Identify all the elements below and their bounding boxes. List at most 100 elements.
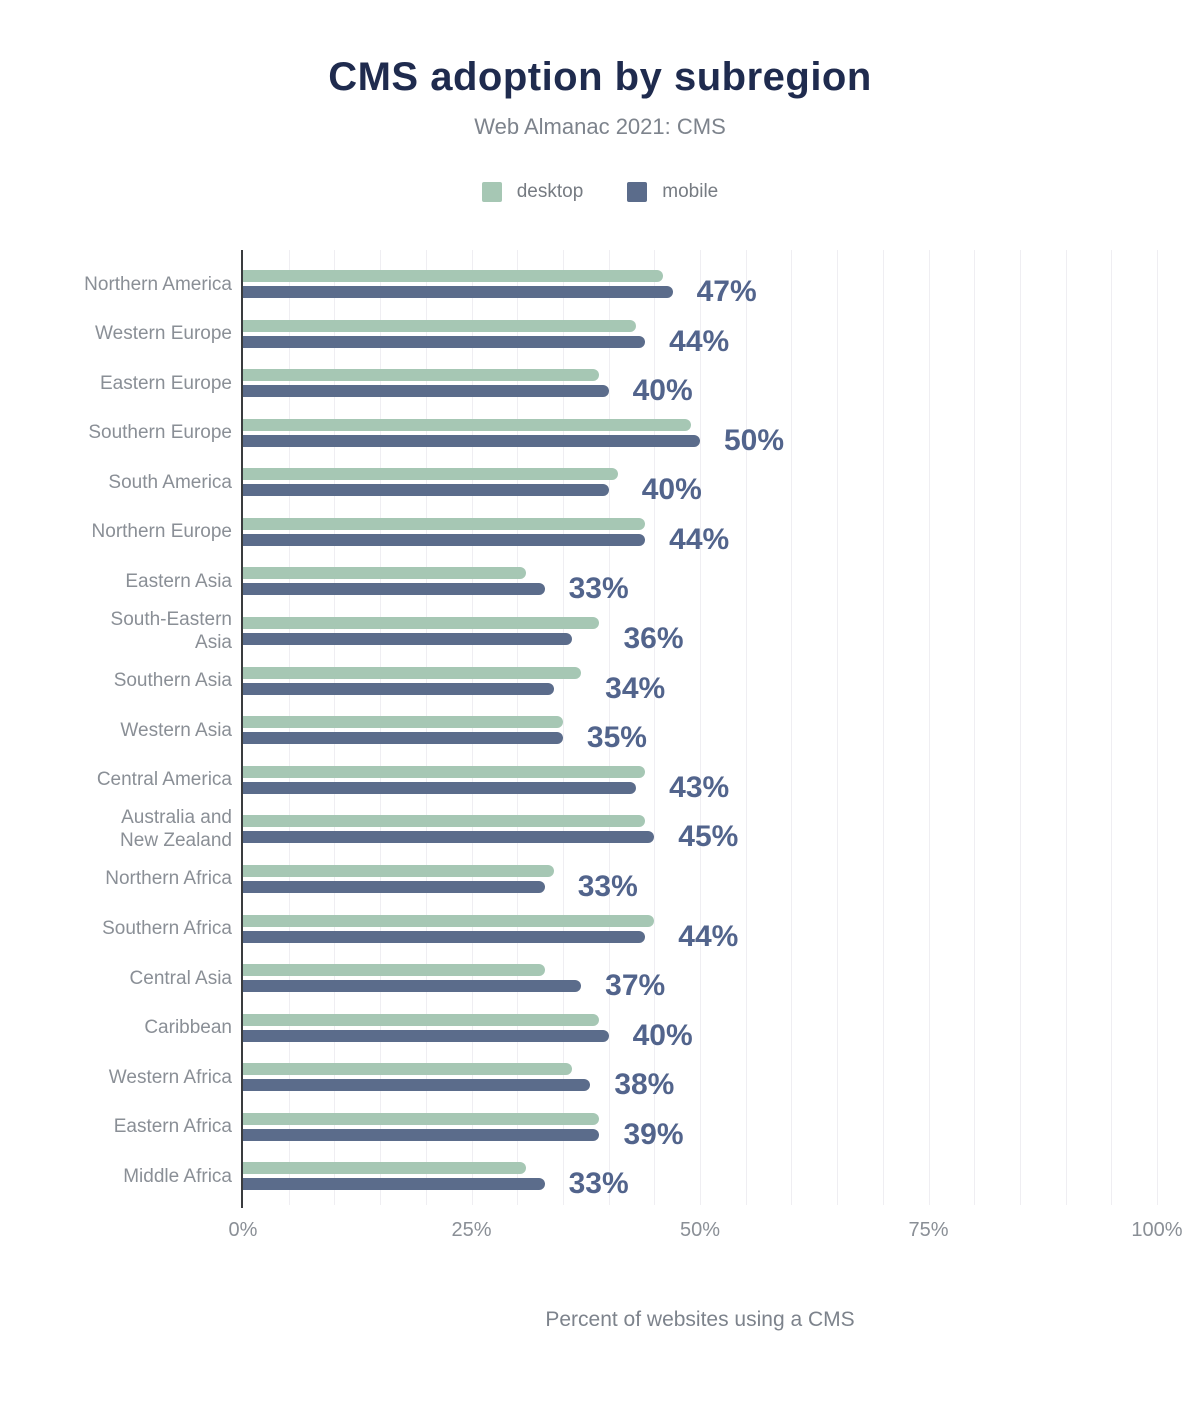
data-label: 44% <box>669 324 730 358</box>
category-label: Southern Asia <box>40 669 232 692</box>
bar-mobile <box>243 484 609 497</box>
category-label: Northern Africa <box>40 867 232 890</box>
legend-label-desktop: desktop <box>516 181 584 202</box>
category-label: Middle Africa <box>40 1165 232 1188</box>
y-axis-line <box>241 250 243 1208</box>
bar-desktop <box>243 964 545 977</box>
desktop-swatch <box>481 182 502 202</box>
category-label-line: Southern Asia <box>113 670 232 692</box>
legend-label-mobile: mobile <box>662 181 719 202</box>
data-label: 34% <box>605 671 666 705</box>
chart-title: CMS adoption by subregion <box>328 55 872 99</box>
data-label: 35% <box>586 721 647 755</box>
bar-desktop <box>243 864 554 877</box>
data-label: 44% <box>669 522 730 556</box>
data-label: 40% <box>632 1018 693 1052</box>
bar-mobile <box>243 385 609 398</box>
bar-desktop <box>243 270 664 282</box>
x-tick-label: 25% <box>451 1219 492 1241</box>
category-label: Eastern Asia <box>40 570 232 593</box>
gridline <box>608 250 610 1205</box>
bar-mobile <box>243 1178 545 1191</box>
bar-desktop <box>243 1112 600 1125</box>
x-tick-label: 75% <box>908 1219 949 1241</box>
bar-mobile <box>243 781 637 794</box>
bar-desktop <box>243 517 646 530</box>
gridline <box>1157 250 1158 1205</box>
category-label: Western Asia <box>40 719 232 742</box>
bar-mobile <box>243 682 554 695</box>
bar-mobile <box>243 1128 600 1141</box>
bar-desktop <box>243 468 618 481</box>
data-label: 40% <box>641 473 702 507</box>
bar-desktop <box>243 1013 600 1026</box>
category-label-line: Eastern Africa <box>113 1116 232 1138</box>
category-label-line: Southern Africa <box>102 918 232 940</box>
category-label-line: Asia <box>195 632 232 654</box>
category-label: Northern Europe <box>40 520 232 543</box>
category-label-line: Southern Europe <box>88 422 232 444</box>
gridline <box>745 250 747 1205</box>
bar-mobile <box>243 831 655 844</box>
x-axis-title: Percent of websites using a CMS <box>545 1308 855 1331</box>
gridline <box>791 250 793 1205</box>
gridline <box>974 250 976 1205</box>
data-label: 43% <box>669 770 730 804</box>
bar-desktop <box>243 1162 527 1175</box>
category-label-line: Western Africa <box>108 1066 232 1088</box>
category-label: Northern America <box>40 273 232 296</box>
category-label: Eastern Africa <box>40 1115 232 1138</box>
category-label-line: Eastern Asia <box>125 570 232 592</box>
chart-subtitle: Web Almanac 2021: CMS <box>474 114 726 139</box>
gridline <box>562 250 564 1205</box>
data-label: 33% <box>577 869 638 903</box>
category-label: South-Eastern Asia <box>40 608 232 654</box>
category-label: Western Africa <box>40 1066 232 1089</box>
bar-desktop <box>243 418 691 431</box>
data-label: 36% <box>623 622 684 656</box>
data-label: 33% <box>568 572 629 606</box>
bar-desktop <box>243 666 582 679</box>
bar-desktop <box>243 617 600 630</box>
bar-mobile <box>243 335 646 348</box>
category-label-line: Eastern Europe <box>99 372 232 394</box>
bar-desktop <box>243 567 527 580</box>
category-label-line: South America <box>108 471 232 493</box>
bar-desktop <box>243 765 646 778</box>
data-label: 37% <box>605 969 666 1003</box>
data-label: 44% <box>678 919 739 953</box>
category-label-line: Central America <box>96 769 232 791</box>
data-label: 45% <box>678 820 739 854</box>
gridline <box>1019 250 1021 1205</box>
bar-mobile <box>243 286 673 298</box>
bar-desktop <box>243 319 637 332</box>
category-label: Southern Europe <box>40 421 232 444</box>
x-tick-label: 0% <box>228 1219 258 1241</box>
category-label-line: Caribbean <box>144 1017 232 1039</box>
bar-desktop <box>243 1063 573 1076</box>
gridline <box>928 250 930 1205</box>
bar-mobile <box>243 533 646 546</box>
data-label: 47% <box>696 275 757 308</box>
category-label: Western Europe <box>40 322 232 345</box>
category-label-line: Central Asia <box>129 967 232 989</box>
category-label: South America <box>40 471 232 494</box>
bar-desktop <box>243 369 600 382</box>
gridline <box>654 250 656 1205</box>
category-label-line: Western Europe <box>95 323 232 345</box>
x-tick-label: 100% <box>1131 1219 1183 1241</box>
bar-mobile <box>243 1029 609 1042</box>
category-label-line: Northern America <box>84 273 232 295</box>
bar-mobile <box>243 980 582 993</box>
bar-mobile <box>243 930 646 943</box>
bar-mobile <box>243 434 700 447</box>
gridline <box>882 250 884 1205</box>
legend: desktop mobile <box>0 181 1200 203</box>
category-label-line: Northern Africa <box>105 868 232 890</box>
category-label: Caribbean <box>40 1016 232 1039</box>
category-label-line: New Zealand <box>120 830 232 852</box>
gridline <box>837 250 839 1205</box>
category-label: Australia and New Zealand <box>40 806 232 852</box>
x-tick-label: 50% <box>679 1219 721 1241</box>
category-label: Central America <box>40 768 232 791</box>
